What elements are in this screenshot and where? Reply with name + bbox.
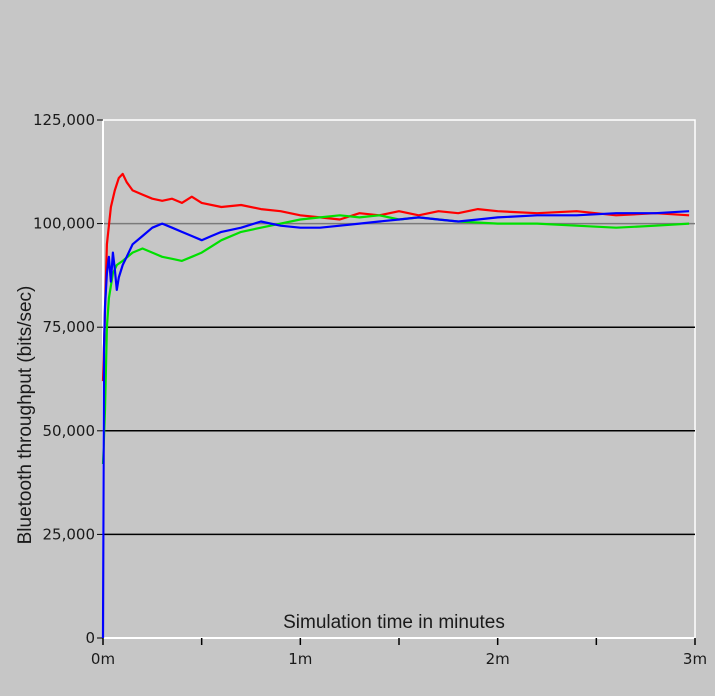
y-tick-label: 0 (85, 629, 95, 647)
y-tick-label: 125,000 (33, 111, 95, 129)
y-tick-label: 75,000 (43, 318, 96, 336)
x-tick-label: 0m (91, 650, 115, 668)
y-axis-title: Bluetooth throughput (bits/sec) (15, 286, 36, 545)
x-axis-title: Simulation time in minutes (283, 612, 505, 633)
y-tick-label: 50,000 (43, 422, 96, 440)
x-tick-label: 1m (288, 650, 312, 668)
x-tick-label: 3m (683, 650, 707, 668)
plot-area (102, 119, 696, 639)
y-tick-label: 25,000 (43, 525, 96, 543)
x-tick-label: 2m (486, 650, 510, 668)
series-line-3 (101, 210, 690, 639)
series-line-2 (101, 214, 690, 465)
series-line-1 (101, 172, 690, 382)
y-tick-label: 100,000 (33, 215, 95, 233)
